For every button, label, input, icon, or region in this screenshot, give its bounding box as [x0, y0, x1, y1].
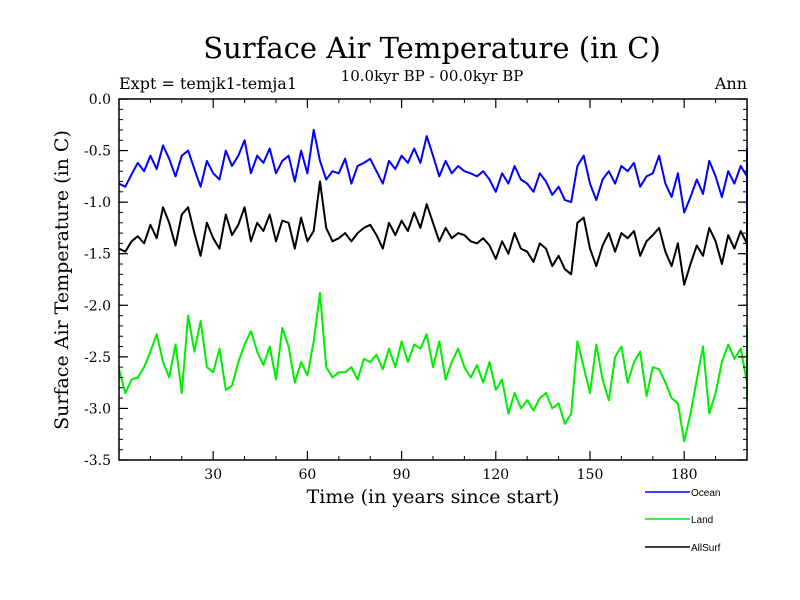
legend-label-land: Land [691, 515, 713, 526]
series-line-ocean [118, 128, 748, 214]
season-label: Ann [714, 74, 747, 93]
y-tick-label: -1.0 [84, 195, 111, 211]
legend: Ocean Land AllSurf [645, 488, 721, 554]
legend-label-allsurf: AllSurf [691, 543, 721, 554]
chart-subtitle: 10.0kyr BP - 00.0kyr BP [341, 67, 524, 85]
chart-title: Surface Air Temperature (in C) [203, 31, 661, 65]
y-tick-label: -2.0 [84, 298, 111, 314]
y-tick-label: -1.5 [84, 247, 111, 263]
y-axis-label: Surface Air Temperature (in C) [51, 130, 73, 430]
x-tick-label: 30 [204, 467, 222, 483]
series-line-allsurf [118, 180, 748, 286]
y-tick-label: 0.0 [89, 92, 111, 108]
x-tick-label: 90 [393, 467, 411, 483]
x-tick-label: 150 [577, 467, 604, 483]
axes: 0.0 -0.5 -1.0 -1.5 -2.0 -2.5 -3.0 -3.5 30 60 90 120… [84, 92, 748, 483]
legend-label-ocean: Ocean [691, 488, 720, 499]
y-tick-label: -2.5 [84, 350, 111, 366]
y-tick-label: -3.5 [84, 453, 111, 469]
x-tick-label: 120 [482, 467, 509, 483]
experiment-label: Expt = temjk1-temja1 [119, 74, 297, 93]
x-axis-label: Time (in years since start) [307, 486, 560, 508]
plot-area [118, 128, 748, 443]
y-tick-label: -0.5 [84, 144, 111, 160]
x-tick-label: 60 [298, 467, 316, 483]
y-tick-label: -3.0 [84, 401, 111, 417]
series-line-land [118, 291, 748, 443]
x-tick-label: 180 [671, 467, 698, 483]
